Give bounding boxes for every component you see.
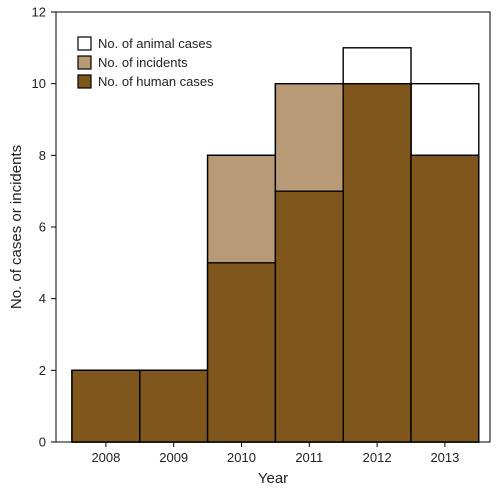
bar-no-of-human-cases-2012	[342, 82, 412, 443]
series-2	[71, 82, 480, 443]
x-tick-label: 2011	[295, 450, 323, 465]
legend-label: No. of animal cases	[98, 36, 213, 51]
legend-label: No. of incidents	[98, 55, 188, 70]
x-axis: 2008 2009 2010 2011 2012 2013	[91, 442, 459, 465]
bar-no-of-human-cases-2010	[206, 262, 277, 443]
x-tick-label: 2013	[430, 450, 459, 465]
y-tick-label: 12	[32, 5, 46, 20]
y-tick-label: 10	[32, 76, 46, 91]
y-axis: 0 2 4 6 8 10 12	[32, 5, 56, 450]
x-tick-label: 2010	[227, 450, 256, 465]
y-axis-title: No. of cases or incidents	[8, 145, 25, 309]
bar-no-of-human-cases-2008	[71, 369, 141, 443]
x-tick-label: 2009	[159, 450, 188, 465]
y-tick-label: 2	[39, 363, 46, 378]
bar-no-of-human-cases-2013	[410, 154, 480, 443]
legend-swatch	[77, 36, 92, 51]
legend-label: No. of human cases	[98, 74, 214, 89]
x-tick-label: 2008	[91, 450, 120, 465]
legend-swatch	[77, 55, 92, 70]
legend-swatch	[77, 74, 92, 89]
legend: No. of animal cases No. of incidents No. o…	[77, 36, 214, 89]
x-tick-label: 2012	[363, 450, 392, 465]
bar-no-of-human-cases-2011	[274, 190, 344, 443]
y-tick-label: 0	[39, 435, 46, 450]
y-tick-label: 4	[39, 291, 46, 306]
y-tick-label: 8	[39, 148, 46, 163]
y-tick-label: 6	[39, 220, 46, 235]
bars-layer	[71, 47, 480, 443]
bar-no-of-human-cases-2009	[139, 369, 209, 443]
x-axis-title: Year	[258, 470, 288, 487]
